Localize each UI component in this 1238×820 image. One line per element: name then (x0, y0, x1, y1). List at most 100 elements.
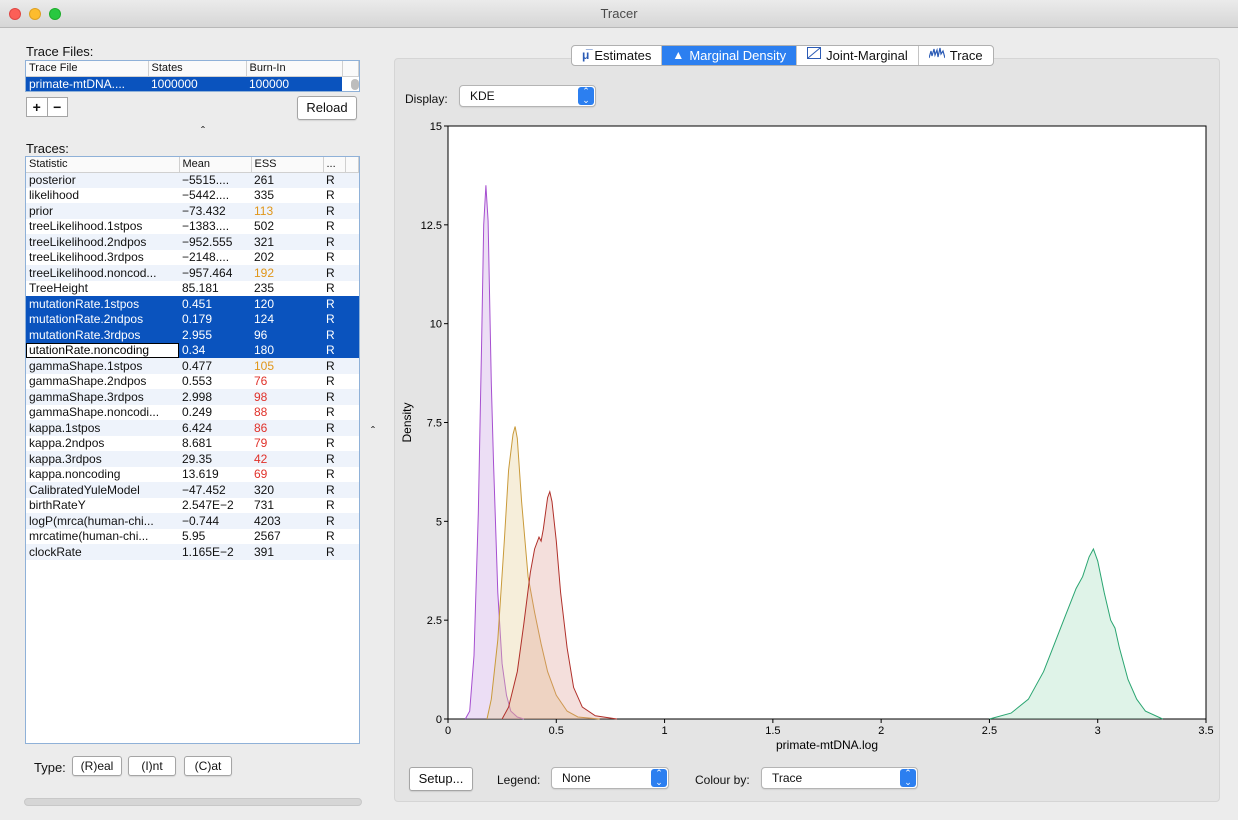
trace-row[interactable]: utationRate.noncoding 0.34 180 R (26, 342, 359, 358)
trace-row[interactable]: kappa.3rdpos 29.35 42 R (26, 451, 359, 467)
trace-mean: −0.744 (179, 513, 251, 529)
trace-row[interactable]: kappa.noncoding 13.619 69 R (26, 467, 359, 483)
zoom-window-button[interactable] (49, 8, 61, 20)
tab-trace[interactable]: Trace (919, 46, 993, 65)
legend-select[interactable]: None ⌃ ⌄ (551, 767, 669, 789)
tab-estimates[interactable]: μ̅ Estimates (572, 46, 663, 65)
trace-type: R (323, 482, 345, 498)
trace-statistic: mutationRate.2ndpos (26, 311, 179, 327)
trace-row[interactable]: gammaShape.noncodi... 0.249 88 R (26, 405, 359, 421)
col-ess[interactable]: ESS (251, 157, 324, 173)
trace-row[interactable]: clockRate 1.165E−2 391 R (26, 544, 359, 560)
trace-files-table[interactable]: Trace File States Burn-In primate-mtDNA.… (25, 60, 360, 92)
colour-by-select-value: Trace (772, 771, 803, 785)
col-burn-in[interactable]: Burn-In (246, 61, 343, 77)
chevron-updown-icon: ⌃ ⌄ (651, 769, 667, 787)
trace-row-pad (345, 389, 359, 405)
col-mean[interactable]: Mean (179, 157, 252, 173)
trace-row-pad (345, 203, 359, 219)
trace-type: R (323, 203, 345, 219)
display-select-value: KDE (470, 89, 495, 103)
type-int-button[interactable]: (I)nt (128, 756, 176, 776)
trace-file-row[interactable]: primate-mtDNA.... 1000000 100000 (26, 76, 359, 91)
trace-type: R (323, 544, 345, 560)
trace-file-name: primate-mtDNA.... (26, 76, 148, 91)
trace-file-burnin[interactable]: 100000 (246, 76, 342, 91)
density-area-0 (465, 185, 524, 720)
trace-row[interactable]: CalibratedYuleModel −47.452 320 R (26, 482, 359, 498)
type-cat-button[interactable]: (C)at (184, 756, 232, 776)
trace-statistic: utationRate.noncoding (26, 342, 179, 358)
trace-row-pad (345, 498, 359, 514)
trace-type: R (323, 513, 345, 529)
trace-row[interactable]: mutationRate.3rdpos 2.955 96 R (26, 327, 359, 343)
col-type[interactable]: ... (323, 157, 346, 173)
trace-row[interactable]: mutationRate.1stpos 0.451 120 R (26, 296, 359, 312)
trace-type: R (326, 436, 335, 451)
trace-row[interactable]: gammaShape.2ndpos 0.553 76 R (26, 374, 359, 390)
col-trace-file[interactable]: Trace File (26, 61, 149, 77)
tab-joint-marginal[interactable]: Joint-Marginal (797, 46, 919, 65)
trace-row[interactable]: prior −73.432 113 R (26, 203, 359, 219)
trace-type: R (326, 188, 335, 203)
trace-row[interactable]: treeLikelihood.noncod... −957.464 192 R (26, 265, 359, 281)
trace-mean: −5442.... (182, 188, 230, 203)
trace-row[interactable]: gammaShape.3rdpos 2.998 98 R (26, 389, 359, 405)
minimize-window-button[interactable] (29, 8, 41, 20)
joint-icon (807, 46, 822, 65)
close-window-button[interactable] (9, 8, 21, 20)
trace-row[interactable]: gammaShape.1stpos 0.477 105 R (26, 358, 359, 374)
trace-row[interactable]: posterior −5515.... 261 R (26, 172, 359, 188)
trace-row[interactable]: treeLikelihood.3rdpos −2148.... 202 R (26, 250, 359, 266)
col-states[interactable]: States (148, 61, 247, 77)
trace-mean: 85.181 (182, 281, 219, 296)
trace-row[interactable]: logP(mrca(human-chi... −0.744 4203 R (26, 513, 359, 529)
tab-marginal-density[interactable]: ▲ Marginal Density (662, 46, 798, 65)
trace-mean: 29.35 (179, 451, 251, 467)
y-tick-label: 10 (430, 319, 442, 331)
trace-row-pad (345, 265, 359, 281)
trace-row[interactable]: kappa.2ndpos 8.681 79 R (26, 436, 359, 452)
setup-button[interactable]: Setup... (409, 767, 473, 791)
colour-by-label: Colour by: (695, 773, 750, 787)
display-select[interactable]: KDE ⌃ ⌄ (459, 85, 596, 107)
split-collapse-icon[interactable]: ˆ (201, 124, 205, 138)
col-extra (342, 61, 359, 77)
trace-row[interactable]: birthRateY 2.547E−2 731 R (26, 498, 359, 514)
y-tick-label: 2.5 (427, 615, 442, 627)
trace-mean: −73.432 (179, 203, 251, 219)
trace-row-pad (345, 467, 359, 483)
trace-type: R (323, 389, 345, 405)
trace-row[interactable]: treeLikelihood.2ndpos −952.555 321 R (26, 234, 359, 250)
remove-trace-file-button[interactable]: − (53, 99, 62, 115)
type-real-button[interactable]: (R)eal (72, 756, 122, 776)
marginal-density-chart[interactable]: 0 0.5 1 1.5 2 2.5 3 3.5 0 2.5 5 7.5 10 12.5 15 primate-… (394, 112, 1220, 762)
trace-row-pad (345, 342, 359, 358)
left-horizontal-scrollbar[interactable] (24, 798, 362, 806)
add-trace-file-button[interactable]: + (27, 98, 48, 116)
trace-ess: 105 (251, 358, 323, 374)
trace-row-pad (345, 374, 359, 390)
trace-statistic: gammaShape.2ndpos (29, 374, 147, 389)
trace-type: R (323, 311, 345, 327)
trace-type: R (326, 281, 335, 296)
split-pane-divider-icon[interactable]: ˆ (371, 424, 375, 438)
trace-row[interactable]: likelihood −5442.... 335 R (26, 188, 359, 204)
trace-ess: 731 (254, 498, 275, 513)
trace-row[interactable]: kappa.1stpos 6.424 86 R (26, 420, 359, 436)
trace-type: R (326, 250, 335, 265)
trace-row[interactable]: TreeHeight 85.181 235 R (26, 281, 359, 297)
trace-row[interactable]: mrcatime(human-chi... 5.95 2567 R (26, 529, 359, 545)
traces-table[interactable]: Statistic Mean ESS ... posterior −5515...… (25, 156, 360, 744)
trace-ess: 321 (251, 234, 323, 250)
trace-statistic: kappa.2ndpos (29, 436, 105, 451)
trace-ess: 69 (254, 467, 268, 482)
col-statistic[interactable]: Statistic (26, 157, 180, 173)
trace-mean: −1383.... (182, 219, 230, 234)
trace-type: R (326, 467, 335, 482)
reload-button[interactable]: Reload (297, 96, 357, 120)
colour-by-select[interactable]: Trace ⌃ ⌄ (761, 767, 918, 789)
trace-row[interactable]: mutationRate.2ndpos 0.179 124 R (26, 311, 359, 327)
trace-mean: −2148.... (182, 250, 230, 265)
trace-row[interactable]: treeLikelihood.1stpos −1383.... 502 R (26, 219, 359, 235)
